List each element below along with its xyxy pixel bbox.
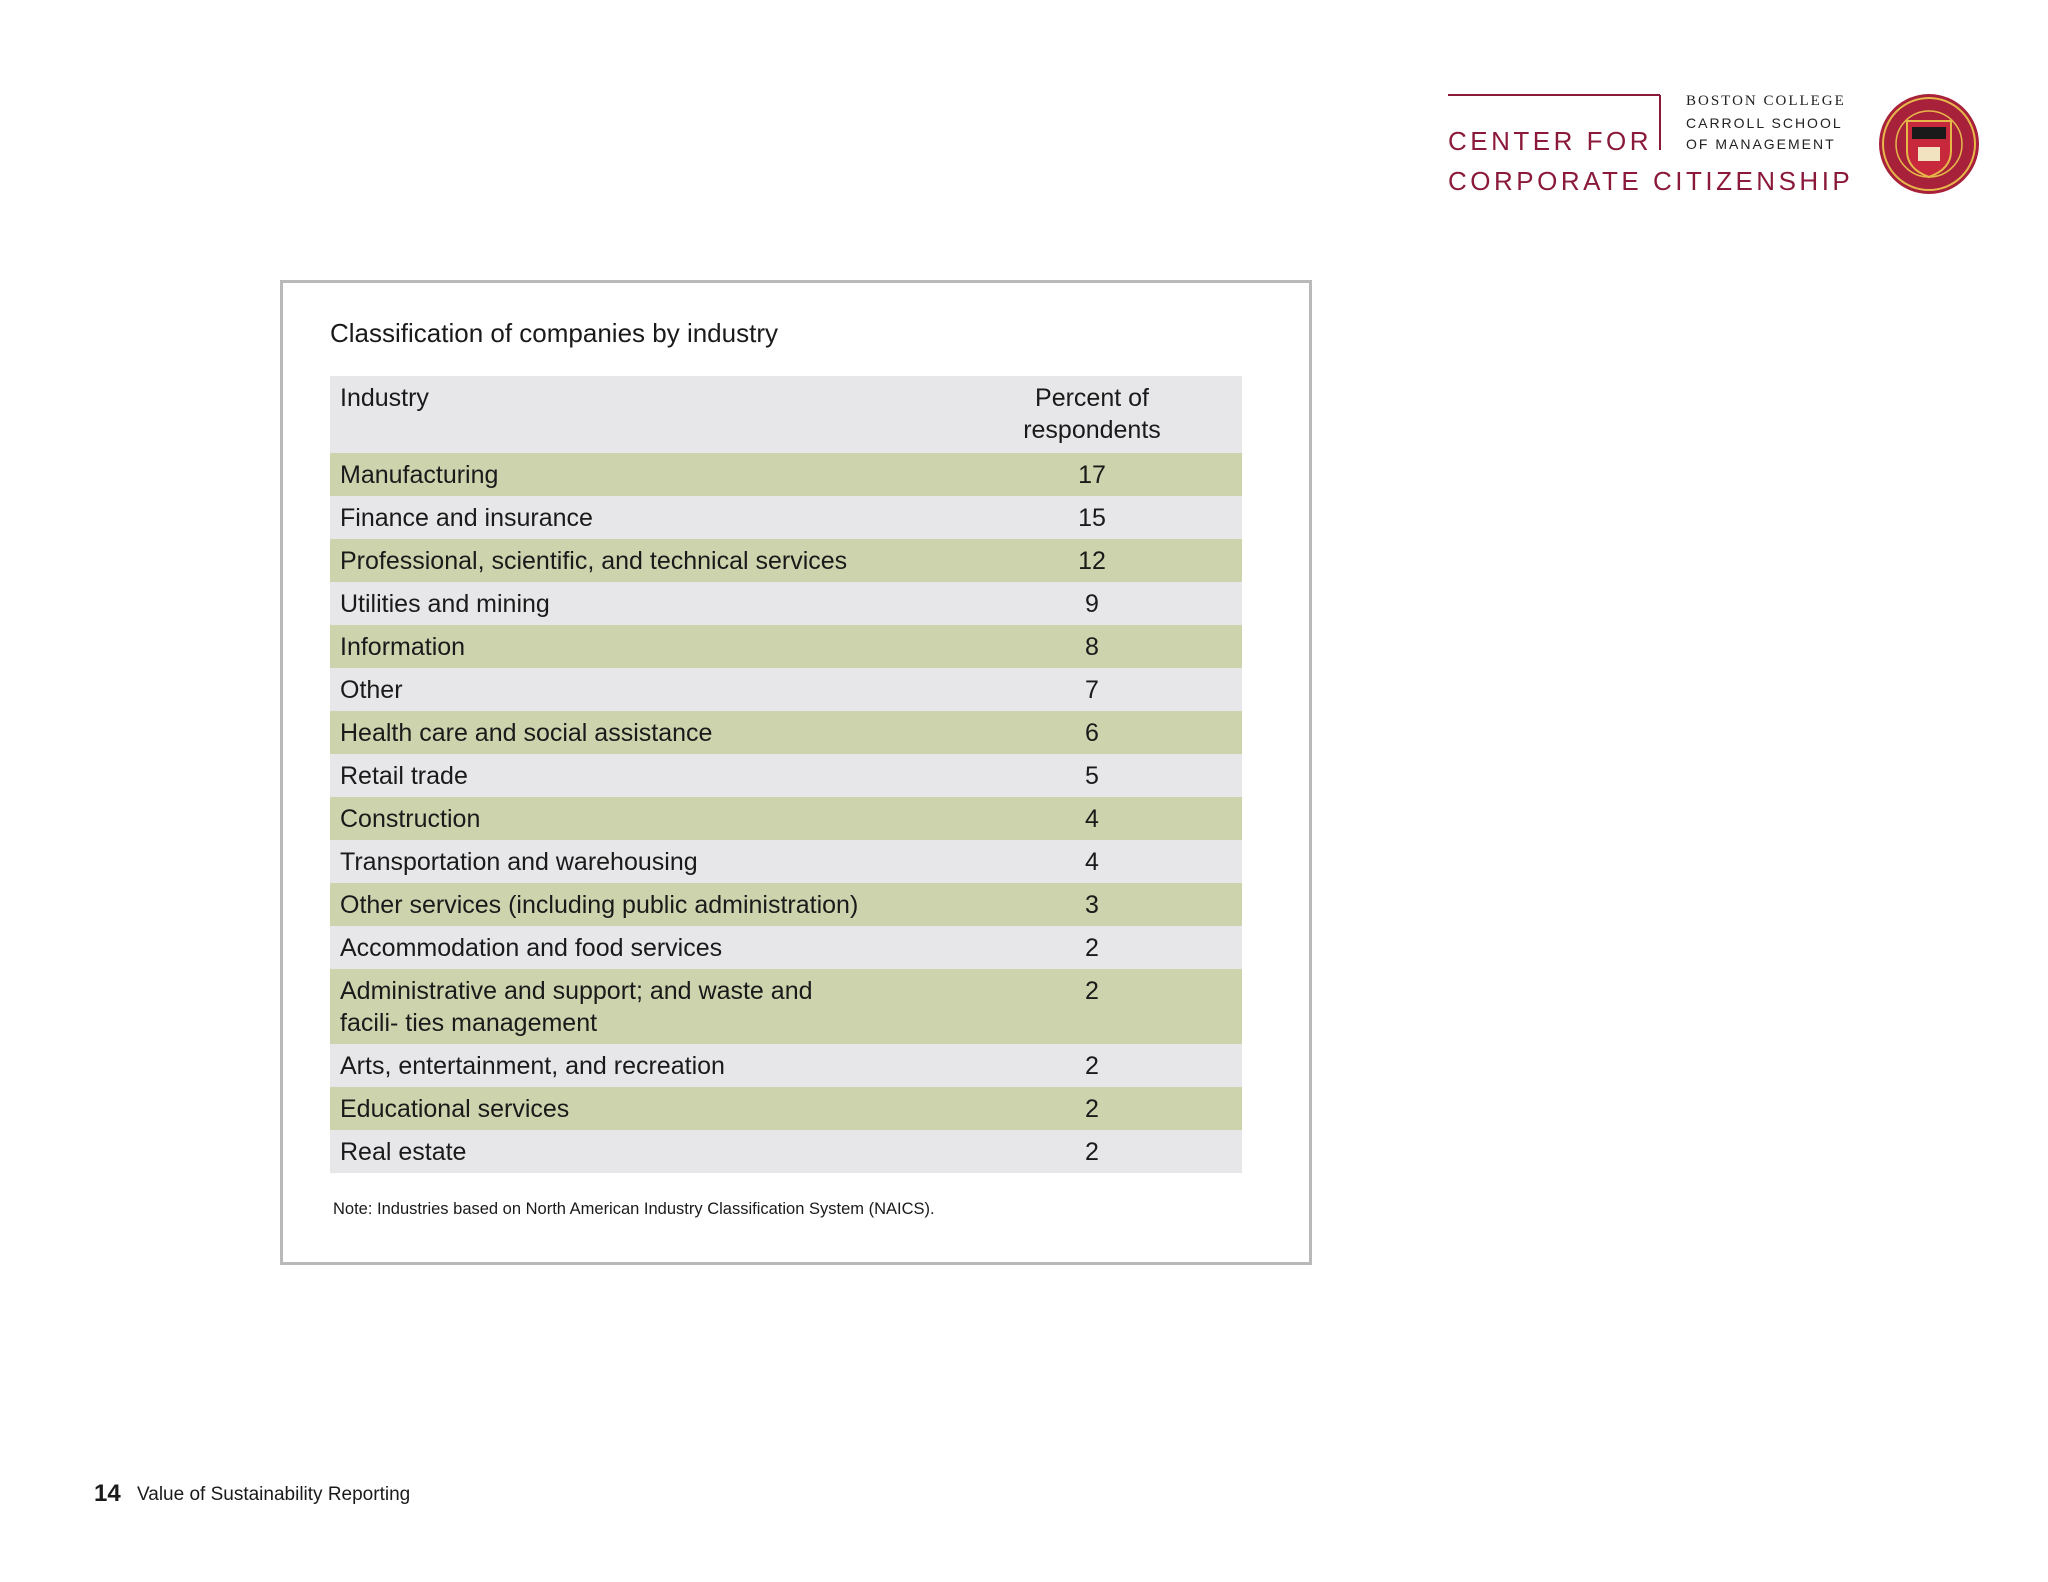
seal-ring	[1882, 97, 1976, 191]
table-row: Construction 4	[330, 797, 1242, 840]
institution-line: BOSTON COLLEGE	[1686, 93, 1846, 109]
table-row: Administrative and support; and waste an…	[330, 969, 1242, 1044]
table-row: Arts, entertainment, and recreation 2	[330, 1044, 1242, 1087]
industry-cell: Professional, scientific, and technical …	[340, 547, 848, 575]
table-row: Other services (including public adminis…	[330, 883, 1242, 926]
table-row: Transportation and warehousing 4	[330, 840, 1242, 883]
industry-cell: Finance and insurance	[340, 504, 593, 532]
table-note: Note: Industries based on North American…	[333, 1200, 935, 1218]
industry-cell: Retail trade	[340, 762, 468, 790]
percent-cell: 4	[1085, 848, 1099, 876]
industry-cell: Real estate	[340, 1138, 467, 1166]
percent-cell: 4	[1085, 805, 1099, 833]
table-frame	[280, 280, 1312, 1265]
header-cell: Percent of respondents	[1023, 384, 1161, 444]
table-row: Accommodation and food services 2	[330, 926, 1242, 969]
percent-cell: 6	[1085, 719, 1099, 747]
header-cell: Industry	[340, 384, 429, 412]
industry-cell: Transportation and warehousing	[340, 848, 698, 876]
institution-line: OF MANAGEMENT	[1686, 136, 1836, 152]
percent-cell: 5	[1085, 762, 1099, 790]
center-line: CORPORATE CITIZENSHIP	[1448, 166, 1854, 196]
table-row: Utilities and mining 9	[330, 582, 1242, 625]
table-row: Manufacturing 17	[330, 453, 1242, 496]
percent-cell: 7	[1085, 676, 1099, 704]
industry-cell: Construction	[340, 805, 481, 833]
table-body: Manufacturing 17 Finance and insurance 15 Pr…	[330, 453, 1242, 1173]
industry-cell: Information	[340, 633, 466, 661]
industry-cell: Other	[340, 676, 403, 704]
percent-cell: 2	[1085, 1052, 1099, 1080]
seal-book	[1918, 147, 1940, 161]
seal-chief	[1912, 127, 1946, 139]
institution-line: CARROLL SCHOOL	[1686, 115, 1843, 131]
header-row: Industry Percent of respondents	[330, 376, 1242, 453]
center-line: CENTER FOR	[1448, 126, 1652, 156]
percent-cell: 2	[1085, 934, 1099, 962]
percent-cell: 17	[1078, 461, 1106, 489]
percent-cell: 15	[1078, 504, 1106, 532]
table-row: Educational services 2	[330, 1087, 1242, 1130]
industry-cell: Administrative and support; and waste an…	[340, 977, 813, 1037]
percent-cell: 9	[1085, 590, 1099, 618]
percent-cell: 2	[1085, 1095, 1099, 1123]
industry-cell: Health care and social assistance	[340, 719, 713, 747]
industry-cell: Accommodation and food services	[340, 934, 723, 962]
industry-cell: Utilities and mining	[340, 590, 550, 618]
percent-cell: 12	[1078, 547, 1106, 575]
table-row: Real estate 2	[330, 1130, 1242, 1173]
industry-cell: Other services (including public adminis…	[340, 891, 859, 919]
logo	[1448, 94, 1979, 194]
industry-table: Industry Percent of respondents Manufact…	[330, 376, 1242, 1173]
page-number: 14	[94, 1480, 121, 1507]
industry-cell: Educational services	[340, 1095, 570, 1123]
table-row: Retail trade 5	[330, 754, 1242, 797]
industry-cell: Arts, entertainment, and recreation	[340, 1052, 725, 1080]
table-row: Health care and social assistance 6	[330, 711, 1242, 754]
table-row: Finance and insurance 15	[330, 496, 1242, 539]
percent-cell: 2	[1085, 1138, 1099, 1166]
percent-cell: 8	[1085, 633, 1099, 661]
table-row: Other 7	[330, 668, 1242, 711]
page-footer-title: Value of Sustainability Reporting	[137, 1484, 411, 1505]
table-row: Professional, scientific, and technical …	[330, 539, 1242, 582]
percent-cell: 3	[1085, 891, 1099, 919]
percent-cell: 2	[1085, 977, 1099, 1005]
industry-cell: Manufacturing	[340, 461, 499, 489]
table-title: Classification of companies by industry	[330, 318, 778, 348]
table-row: Information 8	[330, 625, 1242, 668]
